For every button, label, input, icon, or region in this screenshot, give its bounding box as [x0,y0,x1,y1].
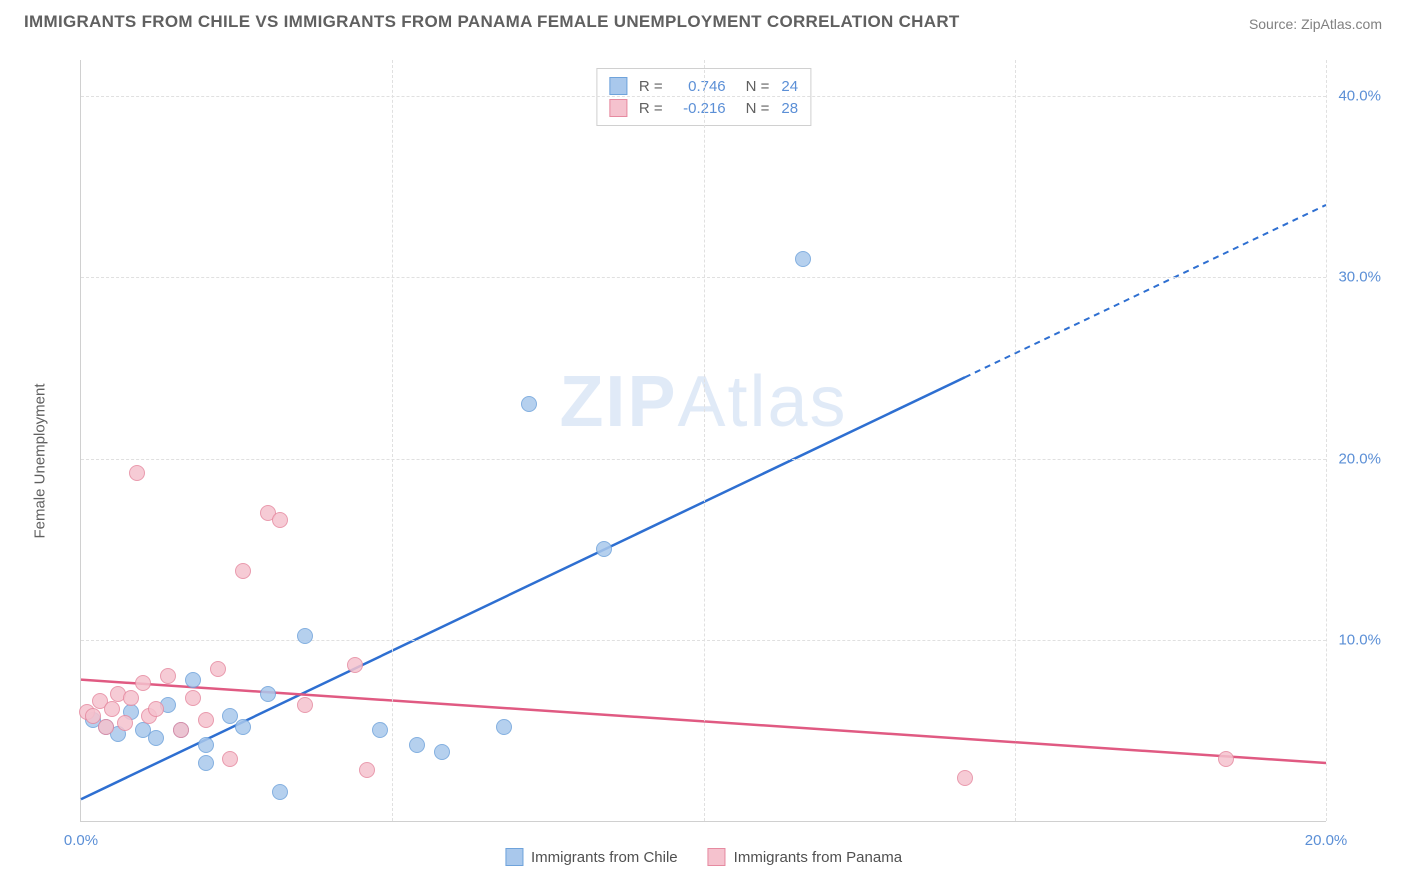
data-point [148,701,164,717]
data-point [117,715,133,731]
data-point [347,657,363,673]
v-gridline [1326,60,1327,821]
r-label: R = [639,78,663,95]
data-point [129,465,145,481]
y-tick-label: 20.0% [1331,450,1381,467]
r-label: R = [639,100,663,117]
n-label: N = [746,100,770,117]
chart-container: Female Unemployment ZIPAtlas R = 0.746 N… [50,50,1386,872]
data-point [173,722,189,738]
data-point [135,675,151,691]
r-value-panama: -0.216 [671,100,726,117]
data-point [795,251,811,267]
n-value-chile: 24 [781,78,798,95]
plot-area: ZIPAtlas R = 0.746 N = 24 R = -0.216 N =… [80,60,1326,822]
legend-label-chile: Immigrants from Chile [531,849,678,866]
swatch-panama [609,99,627,117]
data-point [198,712,214,728]
data-point [235,719,251,735]
data-point [104,701,120,717]
data-point [409,737,425,753]
data-point [1218,751,1234,767]
swatch-panama-icon [708,848,726,866]
data-point [222,751,238,767]
data-point [372,722,388,738]
data-point [957,770,973,786]
data-point [160,668,176,684]
v-gridline [1015,60,1016,821]
data-point [272,784,288,800]
series-legend: Immigrants from Chile Immigrants from Pa… [505,848,902,866]
legend-label-panama: Immigrants from Panama [734,849,902,866]
data-point [148,730,164,746]
data-point [359,762,375,778]
legend-item-chile: Immigrants from Chile [505,848,678,866]
y-tick-label: 30.0% [1331,269,1381,286]
chart-title: IMMIGRANTS FROM CHILE VS IMMIGRANTS FROM… [24,12,960,32]
data-point [434,744,450,760]
x-tick-label: 0.0% [64,832,98,849]
data-point [496,719,512,735]
data-point [185,672,201,688]
data-point [596,541,612,557]
n-label: N = [746,78,770,95]
v-gridline [704,60,705,821]
x-tick-label: 20.0% [1305,832,1348,849]
data-point [260,686,276,702]
v-gridline [392,60,393,821]
data-point [297,628,313,644]
data-point [272,512,288,528]
data-point [297,697,313,713]
data-point [210,661,226,677]
swatch-chile-icon [505,848,523,866]
data-point [235,563,251,579]
y-axis-label: Female Unemployment [32,383,49,538]
y-tick-label: 10.0% [1331,631,1381,648]
data-point [98,719,114,735]
data-point [198,755,214,771]
n-value-panama: 28 [781,100,798,117]
data-point [123,690,139,706]
data-point [185,690,201,706]
legend-item-panama: Immigrants from Panama [708,848,902,866]
y-tick-label: 40.0% [1331,88,1381,105]
data-point [521,396,537,412]
source-label: Source: ZipAtlas.com [1249,16,1382,32]
r-value-chile: 0.746 [671,78,726,95]
data-point [198,737,214,753]
swatch-chile [609,77,627,95]
